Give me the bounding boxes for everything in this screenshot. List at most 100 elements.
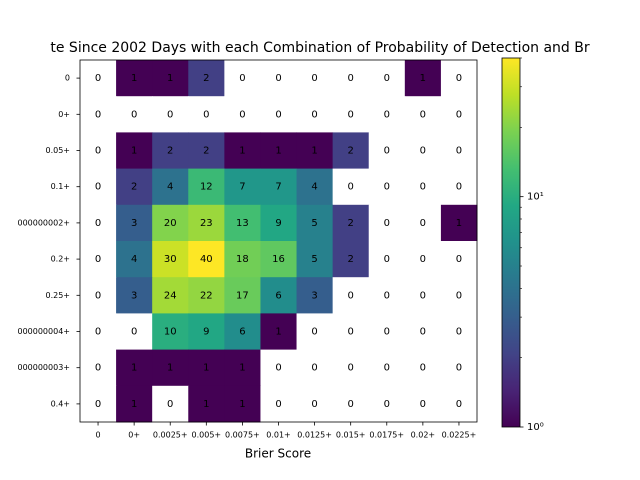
heat-cell xyxy=(332,277,370,314)
heat-cell xyxy=(260,349,298,387)
cell-label: 1 xyxy=(131,146,137,157)
heat-cell xyxy=(188,277,225,314)
heat-cell xyxy=(368,277,406,314)
colorbar-tick-label: 10⁰ xyxy=(527,422,544,433)
cell-label: 1 xyxy=(456,218,462,229)
heat-cell xyxy=(116,241,153,278)
cell-label: 1 xyxy=(131,363,137,374)
heat-cell xyxy=(260,60,298,97)
heat-cell xyxy=(404,204,442,242)
x-tick-label: 0.0025+ xyxy=(153,431,188,440)
cell-label: 1 xyxy=(239,363,245,374)
heat-cell xyxy=(80,313,117,351)
heat-cell xyxy=(116,96,153,133)
heat-cell xyxy=(296,385,334,423)
heat-cell xyxy=(224,313,261,351)
heat-cell xyxy=(296,204,334,242)
heat-cell xyxy=(332,241,370,278)
y-tick-label: 000000002+ xyxy=(17,218,70,227)
heat-cell xyxy=(440,132,478,170)
cell-label: 12 xyxy=(200,182,213,193)
cell-label: 0 xyxy=(311,399,317,410)
cell-label: 0 xyxy=(347,109,353,120)
heat-cell xyxy=(116,277,153,314)
heat-cell xyxy=(368,385,406,423)
heat-cell xyxy=(368,60,406,97)
cell-label: 0 xyxy=(420,290,426,301)
cell-label: 40 xyxy=(200,254,213,265)
heat-cell xyxy=(404,96,442,133)
heat-cell xyxy=(368,132,406,170)
cell-label: 0 xyxy=(311,109,317,120)
cell-label: 1 xyxy=(275,327,281,338)
heat-cell xyxy=(188,132,225,170)
cell-label: 0 xyxy=(384,182,390,193)
cell-label: 4 xyxy=(311,182,317,193)
cell-label: 2 xyxy=(347,146,353,157)
heat-cell xyxy=(404,385,442,423)
heat-cell xyxy=(116,385,153,423)
cell-label: 7 xyxy=(275,182,281,193)
cell-label: 24 xyxy=(164,290,177,301)
cell-label: 0 xyxy=(275,73,281,84)
heat-cell xyxy=(332,60,370,97)
cell-label: 0 xyxy=(384,399,390,410)
cell-label: 0 xyxy=(347,327,353,338)
heat-cell xyxy=(152,132,189,170)
heat-cell xyxy=(296,241,334,278)
heat-cell xyxy=(116,349,153,387)
heat-cell xyxy=(296,96,334,133)
cell-label: 0 xyxy=(95,218,101,229)
heat-cell xyxy=(404,168,442,206)
heat-cell xyxy=(80,277,117,314)
cell-label: 0 xyxy=(420,109,426,120)
cell-label: 7 xyxy=(239,182,245,193)
heat-cell xyxy=(224,60,261,97)
cell-label: 2 xyxy=(131,182,137,193)
heat-cell xyxy=(440,96,478,133)
heat-cell xyxy=(440,241,478,278)
heat-cell xyxy=(224,132,261,170)
x-axis-label: Brier Score xyxy=(245,447,311,461)
cell-label: 0 xyxy=(347,73,353,84)
cell-label: 1 xyxy=(239,399,245,410)
cell-label: 0 xyxy=(275,399,281,410)
heat-cell xyxy=(368,96,406,133)
heat-cell xyxy=(296,277,334,314)
heat-cell xyxy=(152,313,189,351)
heat-cell xyxy=(188,385,225,423)
cell-label: 0 xyxy=(275,109,281,120)
cell-label: 3 xyxy=(131,290,137,301)
heat-cell xyxy=(188,349,225,387)
heat-cell xyxy=(440,204,478,242)
heat-cell xyxy=(404,60,442,97)
y-tick-label: 0.25+ xyxy=(45,291,70,300)
cell-label: 1 xyxy=(203,363,209,374)
heat-cell xyxy=(152,204,189,242)
heat-cell xyxy=(152,60,189,97)
cell-label: 0 xyxy=(167,109,173,120)
cell-label: 0 xyxy=(384,363,390,374)
x-tick-label: 0.0225+ xyxy=(442,431,477,440)
cell-label: 5 xyxy=(311,218,317,229)
heat-cell xyxy=(80,241,117,278)
cell-label: 0 xyxy=(95,254,101,265)
heat-cell xyxy=(296,313,334,351)
heat-cell xyxy=(152,168,189,206)
cell-label: 0 xyxy=(456,254,462,265)
heat-cell xyxy=(116,168,153,206)
chart-title: te Since 2002 Days with each Combination… xyxy=(50,40,589,56)
x-tick-label: 0.015+ xyxy=(336,431,366,440)
cell-label: 3 xyxy=(131,218,137,229)
cell-label: 1 xyxy=(275,146,281,157)
cell-label: 4 xyxy=(131,254,137,265)
cell-label: 0 xyxy=(456,146,462,157)
y-tick-label: 0.05+ xyxy=(45,146,70,155)
heat-cell xyxy=(80,96,117,133)
cell-label: 1 xyxy=(131,399,137,410)
heat-cell xyxy=(332,385,370,423)
heat-cell xyxy=(332,168,370,206)
cell-label: 3 xyxy=(311,290,317,301)
heat-cell xyxy=(404,277,442,314)
cell-label: 2 xyxy=(203,73,209,84)
